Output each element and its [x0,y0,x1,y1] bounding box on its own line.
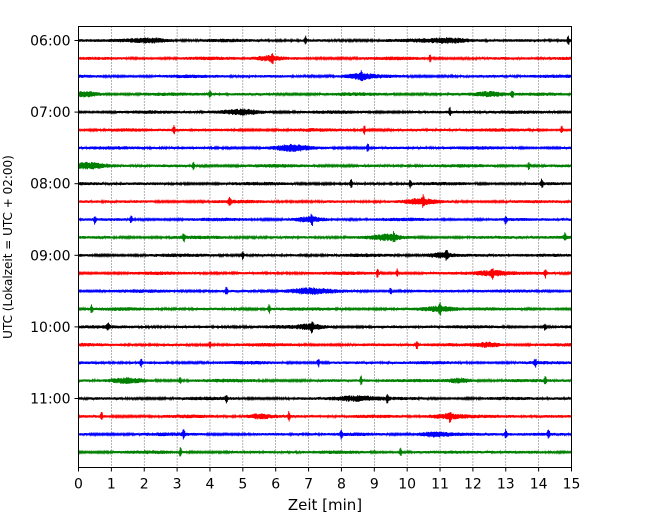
x-tick-label: 11 [431,477,449,493]
trace-0600 [78,35,572,45]
x-axis: 0 1 2 3 4 5 6 7 8 9 10 11 12 13 14 15 [74,467,581,493]
trace-0700 [78,106,572,116]
trace-0800 [78,178,572,189]
trace-0730 [78,143,572,152]
trace-1045 [78,375,572,386]
y-axis: 06:00 07:00 08:00 09:00 10:00 11:00 [30,34,79,408]
trace-1115 [78,411,572,423]
grid-lines [111,26,539,468]
y-tick-label: 10:00 [30,320,70,336]
x-tick-label: 4 [206,477,215,493]
trace-0715 [78,124,572,135]
x-tick-label: 13 [497,477,515,493]
y-tick-label: 11:00 [30,392,70,408]
trace-0630 [78,70,572,82]
y-tick-label: 07:00 [30,105,70,121]
trace-0930 [78,286,572,295]
trace-0915 [78,268,572,280]
y-tick-label: 06:00 [30,34,70,50]
trace-0615 [78,53,572,65]
x-tick-label: 12 [464,477,482,493]
trace-1100 [78,394,572,404]
x-tick-label: 10 [398,477,416,493]
trace-1000 [78,321,572,334]
trace-1015 [78,341,572,350]
trace-0745 [78,161,572,171]
x-tick-label: 8 [337,477,346,493]
x-tick-label: 5 [238,477,247,493]
x-tick-label: 0 [74,477,83,493]
trace-0945 [78,301,572,316]
trace-0815 [78,194,572,208]
trace-1145 [78,447,572,457]
y-tick-label: 09:00 [30,248,70,264]
y-axis-label: UTC (Lokalzeit = UTC + 02:00) [1,155,15,339]
trace-0900 [78,250,572,261]
x-tick-label: 14 [530,477,548,493]
x-tick-label: 9 [370,477,379,493]
trace-0645 [78,89,572,98]
x-tick-label: 15 [563,477,581,493]
trace-1030 [78,358,572,368]
trace-0830 [78,213,572,227]
x-tick-label: 2 [140,477,149,493]
x-axis-label: Zeit [min] [288,496,362,514]
plot-frame [78,26,572,468]
x-tick-label: 7 [304,477,313,493]
x-tick-label: 3 [173,477,182,493]
y-tick-label: 08:00 [30,177,70,193]
traces [78,35,572,457]
x-tick-label: 6 [271,477,280,493]
trace-0845 [78,231,572,243]
trace-1130 [78,428,572,440]
x-tick-label: 1 [107,477,116,493]
